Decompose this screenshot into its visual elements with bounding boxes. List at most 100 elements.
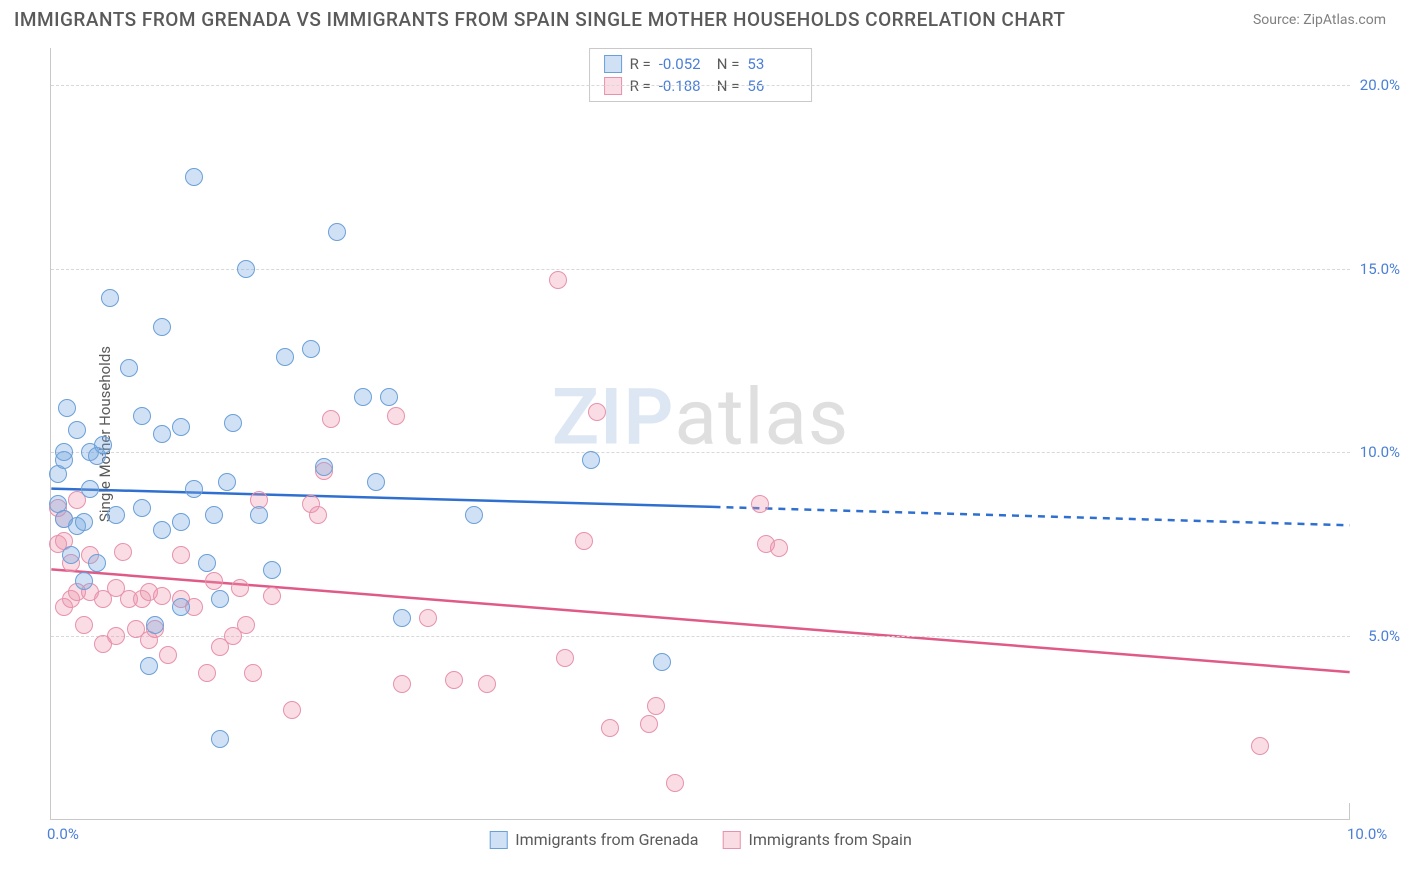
y-tick-label: 10.0%	[1354, 443, 1400, 461]
gridline	[51, 452, 1350, 453]
data-point	[172, 598, 190, 616]
data-point	[172, 513, 190, 531]
data-point	[1251, 737, 1269, 755]
data-point	[107, 506, 125, 524]
data-point	[367, 473, 385, 491]
trend-lines	[51, 48, 1350, 819]
chart-plot-area: Single Mother Households ZIPatlas R = -0…	[50, 48, 1350, 820]
data-point	[380, 388, 398, 406]
gridline	[51, 85, 1350, 86]
data-point	[218, 473, 236, 491]
data-point	[601, 719, 619, 737]
data-point	[237, 616, 255, 634]
data-point	[172, 418, 190, 436]
data-point	[478, 675, 496, 693]
data-point	[315, 458, 333, 476]
data-point	[770, 539, 788, 557]
data-point	[211, 730, 229, 748]
data-point	[328, 223, 346, 241]
data-point	[237, 260, 255, 278]
data-point	[185, 480, 203, 498]
y-tick-label: 15.0%	[1354, 260, 1400, 278]
x-tick-label: 10.0%	[1347, 825, 1387, 843]
data-point	[387, 407, 405, 425]
data-point	[283, 701, 301, 719]
data-point	[172, 546, 190, 564]
series-legend: Immigrants from Grenada Immigrants from …	[489, 830, 912, 849]
data-point	[302, 340, 320, 358]
data-point	[445, 671, 463, 689]
data-point	[159, 646, 177, 664]
data-point	[120, 359, 138, 377]
data-point	[88, 554, 106, 572]
legend-row-grenada: R = -0.052 N = 53	[590, 53, 812, 75]
data-point	[58, 399, 76, 417]
data-point	[62, 546, 80, 564]
correlation-legend: R = -0.052 N = 53 R = -0.188 N = 56	[589, 48, 813, 102]
data-point	[244, 664, 262, 682]
data-point	[94, 436, 112, 454]
data-point	[68, 421, 86, 439]
data-point	[263, 561, 281, 579]
data-point	[419, 609, 437, 627]
data-point	[75, 513, 93, 531]
data-point	[224, 414, 242, 432]
data-point	[263, 587, 281, 605]
data-point	[211, 590, 229, 608]
legend-item-grenada: Immigrants from Grenada	[489, 830, 698, 849]
data-point	[653, 653, 671, 671]
legend-row-spain: R = -0.188 N = 56	[590, 75, 812, 97]
data-point	[309, 506, 327, 524]
data-point	[322, 410, 340, 428]
legend-label-grenada: Immigrants from Grenada	[515, 830, 698, 849]
data-point	[465, 506, 483, 524]
data-point	[205, 506, 223, 524]
data-point	[276, 348, 294, 366]
data-point	[133, 407, 151, 425]
data-point	[393, 609, 411, 627]
data-point	[153, 318, 171, 336]
source-label: Source: ZipAtlas.com	[1253, 12, 1386, 28]
y-tick-label: 20.0%	[1354, 76, 1400, 94]
data-point	[640, 715, 658, 733]
data-point	[140, 657, 158, 675]
data-point	[153, 521, 171, 539]
data-point	[101, 289, 119, 307]
y-tick-label: 5.0%	[1354, 627, 1400, 645]
data-point	[582, 451, 600, 469]
data-point	[133, 499, 151, 517]
swatch-grenada-icon	[489, 831, 507, 849]
gridline	[51, 636, 1350, 637]
swatch-spain	[604, 77, 622, 95]
data-point	[751, 495, 769, 513]
data-point	[647, 697, 665, 715]
y-axis-title: Single Mother Households	[96, 345, 114, 521]
data-point	[575, 532, 593, 550]
swatch-spain-icon	[723, 831, 741, 849]
chart-title: IMMIGRANTS FROM GRENADA VS IMMIGRANTS FR…	[14, 8, 1065, 31]
data-point	[666, 774, 684, 792]
data-point	[354, 388, 372, 406]
data-point	[231, 579, 249, 597]
data-point	[107, 627, 125, 645]
legend-label-spain: Immigrants from Spain	[749, 830, 912, 849]
data-point	[75, 572, 93, 590]
swatch-grenada	[604, 55, 622, 73]
data-point	[250, 506, 268, 524]
data-point	[146, 616, 164, 634]
legend-item-spain: Immigrants from Spain	[723, 830, 912, 849]
data-point	[198, 554, 216, 572]
data-point	[198, 664, 216, 682]
data-point	[75, 616, 93, 634]
data-point	[81, 480, 99, 498]
data-point	[549, 271, 567, 289]
data-point	[185, 168, 203, 186]
x-tick-label: 0.0%	[47, 825, 79, 843]
data-point	[114, 543, 132, 561]
data-point	[393, 675, 411, 693]
data-point	[556, 649, 574, 667]
data-point	[153, 425, 171, 443]
data-point	[205, 572, 223, 590]
data-point	[588, 403, 606, 421]
data-point	[153, 587, 171, 605]
